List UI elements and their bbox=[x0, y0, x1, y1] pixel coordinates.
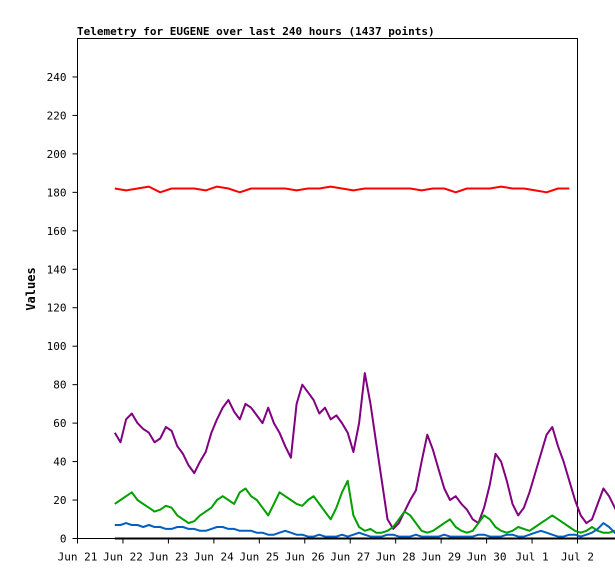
y-tick-label: 140 bbox=[47, 263, 67, 276]
x-tick-label: Jun 27 bbox=[330, 551, 370, 564]
y-tick-label: 0 bbox=[60, 533, 67, 546]
y-tick-label: 60 bbox=[53, 417, 66, 430]
y-axis-label: Values bbox=[24, 267, 38, 310]
x-tick-label: Jun 24 bbox=[194, 551, 234, 564]
y-tick-label: 220 bbox=[47, 109, 67, 122]
x-tick-label: Jun 30 bbox=[467, 551, 507, 564]
x-tick-label: Jun 21 bbox=[58, 551, 98, 564]
x-tick-label: Jun 29 bbox=[421, 551, 461, 564]
x-tick-label: Jul 2 bbox=[561, 551, 594, 564]
series-line-0 bbox=[114, 185, 570, 194]
chart-title: Telemetry for EUGENE over last 240 hours… bbox=[77, 25, 435, 38]
y-tick-label: 20 bbox=[53, 494, 66, 507]
series-line-3 bbox=[114, 522, 615, 538]
y-tick-label: 200 bbox=[47, 148, 67, 161]
x-tick-label: Jun 23 bbox=[149, 551, 189, 564]
x-axis: Jun 21 Jun 22 Jun 23 Jun 24 Jun 25 Jun 26 Jun … bbox=[58, 538, 594, 564]
y-tick-label: 100 bbox=[47, 340, 67, 353]
y-axis: 0 20 40 60 80 100 120 140 160 180 200 220 240 bbox=[47, 71, 78, 546]
y-tick-label: 120 bbox=[47, 302, 67, 315]
x-tick-label: Jun 25 bbox=[239, 551, 279, 564]
series-line-1 bbox=[113, 372, 615, 530]
x-tick-label: Jun 26 bbox=[285, 551, 325, 564]
y-tick-label: 180 bbox=[47, 186, 67, 199]
y-tick-label: 160 bbox=[47, 225, 67, 238]
x-tick-label: Jul 1 bbox=[515, 551, 548, 564]
series-layer bbox=[113, 185, 615, 540]
y-tick-label: 40 bbox=[53, 456, 66, 469]
x-tick-label: Jun 22 bbox=[103, 551, 143, 564]
x-tick-label: Jun 28 bbox=[376, 551, 416, 564]
y-tick-label: 80 bbox=[53, 379, 66, 392]
y-tick-label: 240 bbox=[47, 71, 67, 84]
series-line-2 bbox=[114, 479, 615, 534]
